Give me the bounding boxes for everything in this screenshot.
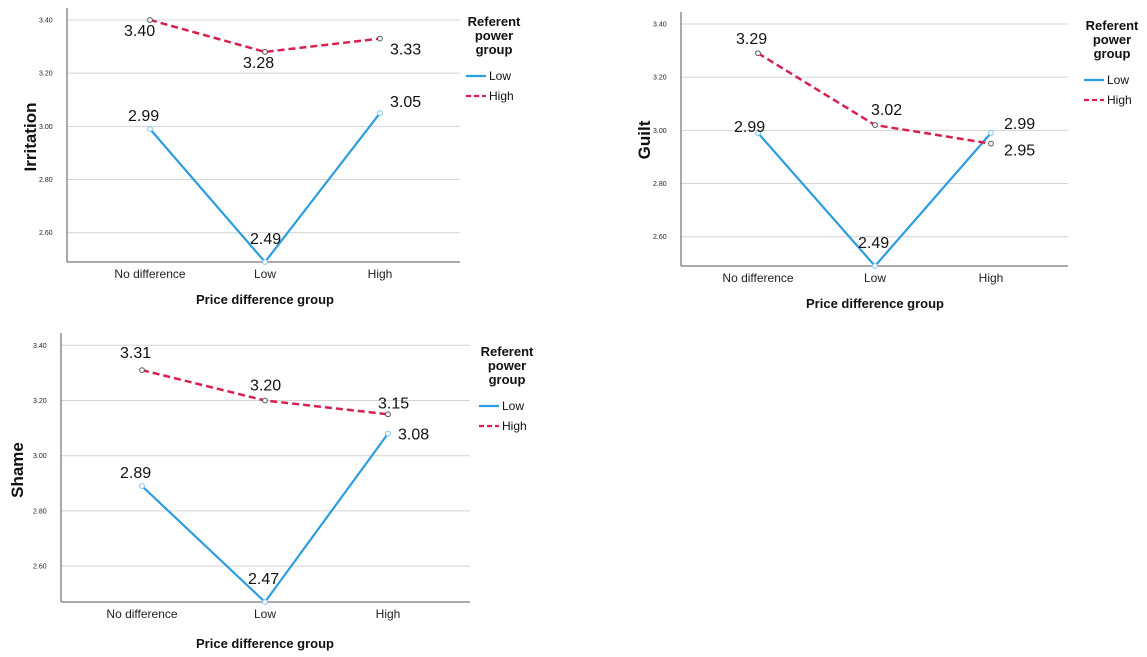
data-label-low: 3.08: [398, 427, 429, 444]
data-point-low: [147, 126, 153, 132]
legend-entry-low: Low: [489, 69, 511, 83]
data-point-low: [139, 483, 145, 489]
chart-panel-shame: 2.60 2.80 3.00 3.20 3.40 No difference Low High…: [8, 333, 534, 651]
y-axis-title: Shame: [8, 442, 27, 498]
y-tick-label: 3.00: [39, 124, 53, 131]
data-label-high: 3.31: [120, 345, 151, 362]
legend-entry-low: Low: [502, 399, 524, 413]
y-tick-label: 3.20: [653, 75, 667, 82]
y-tick-label: 2.80: [33, 508, 47, 515]
x-tick-label: High: [979, 271, 1004, 285]
legend-title-line: group: [489, 372, 526, 387]
legend-title-line: group: [1094, 46, 1131, 61]
y-tick-label: 3.20: [33, 398, 47, 405]
data-label-low: 2.99: [1004, 116, 1035, 133]
legend-title-line: Referent: [481, 344, 534, 359]
y-tick-label: 3.40: [39, 17, 53, 24]
data-label-low: 2.49: [858, 235, 889, 252]
x-tick-label: Low: [864, 271, 886, 285]
data-label-high: 3.28: [243, 55, 274, 72]
data-point-low: [755, 130, 761, 136]
y-tick-label: 3.40: [653, 21, 667, 28]
y-axis-title: Irritation: [21, 103, 40, 172]
y-tick-label: 2.60: [653, 234, 667, 241]
y-tick-label: 2.80: [653, 181, 667, 188]
data-label-high: 3.33: [390, 42, 421, 59]
data-label-low: 2.49: [250, 231, 281, 248]
y-axis-title: Guilt: [635, 120, 654, 159]
chart-panel-guilt: 2.60 2.80 3.00 3.20 3.40 No difference Low High…: [635, 12, 1139, 311]
data-label-high: 3.02: [871, 102, 902, 119]
legend-title-line: power: [1093, 32, 1131, 47]
data-point-high: [872, 122, 878, 128]
y-tick-label: 2.60: [33, 564, 47, 571]
data-point-low: [262, 259, 268, 265]
data-point-low: [262, 599, 268, 605]
y-tick-label: 2.60: [39, 230, 53, 237]
y-tick-label: 3.40: [33, 343, 47, 350]
data-point-high: [755, 50, 761, 57]
data-label-high: 3.20: [250, 377, 281, 394]
x-axis-title: Price difference group: [196, 292, 334, 307]
data-point-low: [385, 430, 391, 437]
legend-title-line: Referent: [1086, 18, 1139, 33]
x-tick-label: High: [376, 607, 401, 621]
legend-title-line: power: [488, 358, 526, 373]
series-line-high: [149, 18, 381, 54]
x-tick-label: No difference: [106, 607, 177, 621]
y-tick-label: 2.80: [39, 177, 53, 184]
data-label-low: 3.05: [390, 94, 421, 111]
x-tick-label: No difference: [114, 267, 185, 281]
data-point-high: [377, 35, 383, 42]
data-label-high: 3.15: [378, 395, 409, 412]
data-point-low: [377, 110, 383, 116]
legend-entry-low: Low: [1107, 73, 1129, 87]
legend-entry-high: High: [489, 89, 514, 103]
data-label-low: 2.89: [120, 465, 151, 482]
x-tick-label: Low: [254, 267, 276, 281]
legend-entry-high: High: [1107, 93, 1132, 107]
data-label-low: 2.99: [128, 108, 159, 125]
legend-title-line: power: [475, 28, 513, 43]
data-point-high: [385, 411, 391, 418]
data-point-low: [988, 130, 994, 136]
chart-panel-irritation: 2.60 2.80 3.00 3.20 3.40 No difference Low High…: [21, 8, 521, 307]
legend-title-line: Referent: [468, 14, 521, 29]
data-point-high: [262, 48, 268, 55]
x-tick-label: High: [368, 267, 393, 281]
y-tick-label: 3.00: [33, 453, 47, 460]
legend-title-line: group: [476, 42, 513, 57]
data-label-high: 3.40: [124, 23, 155, 40]
data-label-high: 2.95: [1004, 143, 1035, 160]
data-point-high: [262, 397, 268, 404]
x-tick-label: Low: [254, 607, 276, 621]
x-tick-label: No difference: [722, 271, 793, 285]
x-axis-title: Price difference group: [806, 296, 944, 311]
data-point-high: [139, 367, 145, 374]
y-tick-label: 3.00: [653, 128, 667, 135]
data-point-high: [147, 17, 153, 23]
legend-entry-high: High: [502, 419, 527, 433]
data-label-low: 2.99: [734, 119, 765, 136]
data-point-low: [872, 263, 878, 269]
data-point-high: [988, 140, 994, 147]
x-axis-title: Price difference group: [196, 636, 334, 651]
data-label-low: 2.47: [248, 571, 279, 588]
y-tick-label: 3.20: [39, 71, 53, 78]
data-label-high: 3.29: [736, 31, 767, 48]
